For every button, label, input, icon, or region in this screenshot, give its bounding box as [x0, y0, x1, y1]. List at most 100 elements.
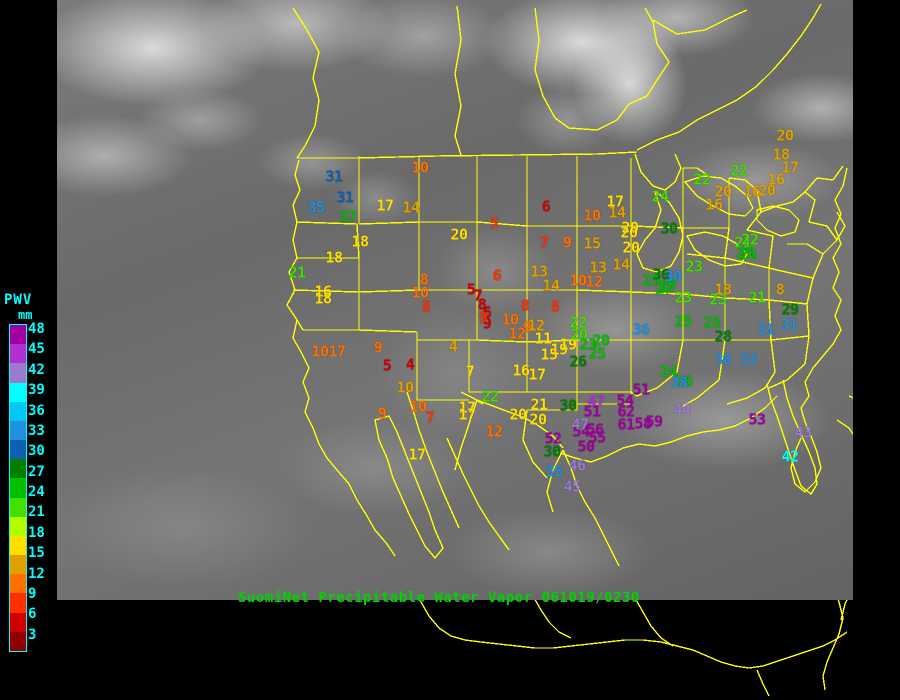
- pwv-station-value: 23: [674, 288, 692, 307]
- legend-tick-label: 15: [28, 545, 45, 562]
- pwv-colorbar-legend: PWV mm 48 45 42 39 36 33 30 27 24 21 18 15 12 9 6 3: [0, 292, 57, 660]
- legend-swatch: [10, 612, 26, 632]
- pwv-station-value: 54: [572, 422, 590, 441]
- pwv-station-value: 8: [550, 297, 560, 316]
- pwv-station-value: 9: [478, 308, 488, 327]
- pwv-station-value: 9: [562, 233, 572, 252]
- legend-tick-label: 9: [28, 585, 37, 602]
- pwv-station-value: 18: [714, 280, 732, 299]
- pwv-station-value: 43: [794, 423, 812, 442]
- legend-tick-label: 27: [28, 463, 45, 480]
- pwv-station-value: 25: [588, 344, 606, 363]
- legend-tick-label: 42: [28, 361, 45, 378]
- pwv-station-value: 10: [501, 310, 519, 329]
- pwv-station-value: 7: [539, 233, 549, 252]
- pwv-station-value: 20: [450, 225, 468, 244]
- pwv-station-value: 24: [651, 187, 669, 206]
- legend-tick-label: 18: [28, 524, 45, 541]
- pwv-station-value: 51: [583, 402, 601, 421]
- legend-swatch: [10, 555, 26, 575]
- pwv-station-value: 16: [512, 361, 530, 380]
- legend-swatch: [10, 325, 26, 345]
- pwv-station-value: 15: [583, 234, 601, 253]
- pwv-station-value: 17: [458, 405, 476, 424]
- legend-swatch: [10, 401, 26, 421]
- pwv-station-value: 28: [714, 327, 732, 346]
- pwv-station-value: 4: [448, 337, 458, 356]
- pwv-station-value: 20: [592, 331, 610, 350]
- legend-tick-label: 45: [28, 341, 45, 358]
- pwv-station-value: 14: [608, 203, 626, 222]
- pwv-station-value: 18: [325, 248, 343, 267]
- pwv-station-value: 20: [776, 126, 794, 145]
- pwv-station-value: 30: [559, 396, 577, 415]
- pwv-station-value: 17: [458, 398, 476, 417]
- satellite-image-panel: [57, 0, 853, 600]
- pwv-station-value: 6: [482, 303, 492, 322]
- legend-tick-labels: 48 45 42 39 36 33 30 27 24 21 18 15 12 9 6 3: [28, 320, 57, 654]
- pwv-station-value: 7: [465, 362, 475, 381]
- legend-units-label: mm: [18, 308, 33, 322]
- pwv-station-value: 46: [568, 456, 586, 475]
- pwv-station-value: 8: [477, 295, 487, 314]
- legend-swatch: [10, 363, 26, 383]
- pwv-station-value: 18: [314, 289, 332, 308]
- pwv-station-value: 8: [419, 270, 429, 289]
- legend-swatch: [10, 535, 26, 556]
- legend-tick-label: 36: [28, 402, 45, 419]
- legend-swatch: [10, 574, 26, 594]
- pwv-station-value: 6: [541, 197, 551, 216]
- pwv-station-value: 4: [405, 355, 415, 374]
- pwv-station-value: 33: [739, 350, 757, 369]
- pwv-station-value: 10: [411, 158, 429, 177]
- pwv-station-value: 16: [314, 282, 332, 301]
- pwv-station-value: 12: [585, 272, 603, 291]
- geography-overlay-lower: [419, 600, 848, 697]
- pwv-station-value: 18: [351, 232, 369, 251]
- pwv-station-value: 10: [583, 206, 601, 225]
- pwv-station-value: 62: [617, 402, 635, 421]
- legend-title: PWV: [4, 292, 33, 308]
- legend-swatch: [10, 382, 26, 402]
- pwv-station-value: 17: [781, 158, 799, 177]
- pwv-station-value: 30: [664, 267, 682, 286]
- pwv-station-value: 23: [709, 290, 727, 309]
- pwv-station-value: 31: [325, 167, 343, 186]
- pwv-station-value: 45: [563, 477, 581, 496]
- pwv-station-value: 27: [659, 277, 677, 296]
- pwv-station-value: 26: [675, 372, 693, 391]
- pwv-station-value: 16: [767, 170, 785, 189]
- pwv-station-value: 31: [336, 188, 354, 207]
- pwv-station-value: 7: [473, 286, 483, 305]
- legend-color-bar: [9, 324, 27, 652]
- pwv-station-value: 9: [482, 314, 492, 333]
- pwv-station-value: 21: [288, 263, 306, 282]
- pwv-station-value: 15: [540, 345, 558, 364]
- pwv-station-value: 25: [674, 312, 692, 331]
- map-title: SuomiNet Precipitable Water Vapor 061019…: [238, 590, 640, 606]
- pwv-station-value: 7: [425, 408, 435, 427]
- pwv-station-value: 21: [736, 243, 754, 262]
- pwv-station-value: 50: [577, 437, 595, 456]
- pwv-station-value: 22: [693, 170, 711, 189]
- pwv-station-value: 16: [705, 195, 723, 214]
- pwv-station-value: 21: [530, 395, 548, 414]
- pwv-station-value: 14: [402, 198, 420, 217]
- pwv-station-value: 13: [530, 262, 548, 281]
- pwv-station-value: 59: [645, 412, 663, 431]
- pwv-station-value: 10: [311, 342, 329, 361]
- pwv-station-value: 5: [466, 280, 476, 299]
- legend-tick-label: 6: [28, 606, 37, 623]
- pwv-station-value: 12: [485, 422, 503, 441]
- pwv-station-value: 5: [382, 356, 392, 375]
- pwv-station-value: 20: [758, 181, 776, 200]
- legend-tick-label: 30: [28, 443, 45, 460]
- legend-swatch: [10, 478, 26, 498]
- pwv-station-value: 17: [328, 342, 346, 361]
- pwv-station-value: 5: [489, 214, 499, 233]
- pwv-station-value: 20: [622, 238, 640, 257]
- pwv-station-value: 19: [550, 340, 568, 359]
- pwv-station-value: 25: [642, 271, 660, 290]
- pwv-station-value: 38: [670, 373, 688, 392]
